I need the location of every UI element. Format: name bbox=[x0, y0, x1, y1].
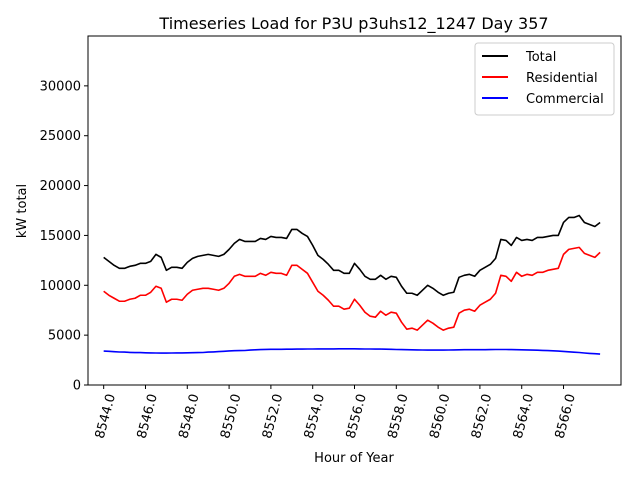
x-tick-label: 8548.0 bbox=[176, 392, 202, 440]
y-axis-label: kW total bbox=[15, 184, 30, 238]
x-axis-label: Hour of Year bbox=[314, 451, 394, 466]
legend-label-total: Total bbox=[525, 50, 556, 65]
x-tick-label: 8558.0 bbox=[385, 392, 411, 440]
y-tick-label: 30000 bbox=[40, 79, 81, 94]
x-tick-label: 8562.0 bbox=[469, 392, 495, 440]
x-tick-label: 8550.0 bbox=[218, 392, 244, 440]
series-line-residential bbox=[103, 246, 601, 331]
series-layer bbox=[103, 214, 601, 355]
series-line-total bbox=[103, 214, 601, 297]
y-tick-label: 20000 bbox=[40, 179, 81, 194]
x-tick-label: 8564.0 bbox=[511, 392, 537, 440]
y-tick-label: 25000 bbox=[40, 129, 81, 144]
x-tick-label: 8556.0 bbox=[344, 392, 370, 440]
x-tick-label: 8560.0 bbox=[427, 392, 453, 440]
x-tick-label: 8546.0 bbox=[135, 392, 161, 440]
x-tick-label: 8566.0 bbox=[553, 392, 579, 440]
legend-label-residential: Residential bbox=[526, 71, 598, 86]
x-axis: 8544.0 8546.0 8548.0 8550.0 8552.0 8554.0 8556… bbox=[93, 385, 579, 440]
y-tick-label: 10000 bbox=[40, 279, 81, 294]
x-tick-label: 8544.0 bbox=[93, 392, 119, 440]
x-tick-label: 8554.0 bbox=[302, 392, 328, 440]
legend-box bbox=[474, 42, 615, 116]
y-axis: 0 5000 10000 15000 20000 25000 30000 bbox=[40, 79, 88, 394]
chart-title: Timeseries Load for P3U p3uhs12_1247 Day… bbox=[158, 14, 548, 34]
y-tick-label: 15000 bbox=[40, 229, 81, 244]
legend: Total Residential Commercial bbox=[474, 42, 615, 116]
legend-label-commercial: Commercial bbox=[526, 92, 604, 107]
series-line-commercial bbox=[103, 347, 601, 355]
y-tick-label: 5000 bbox=[48, 329, 81, 344]
x-tick-label: 8552.0 bbox=[260, 392, 286, 440]
y-tick-label: 0 bbox=[73, 379, 81, 394]
